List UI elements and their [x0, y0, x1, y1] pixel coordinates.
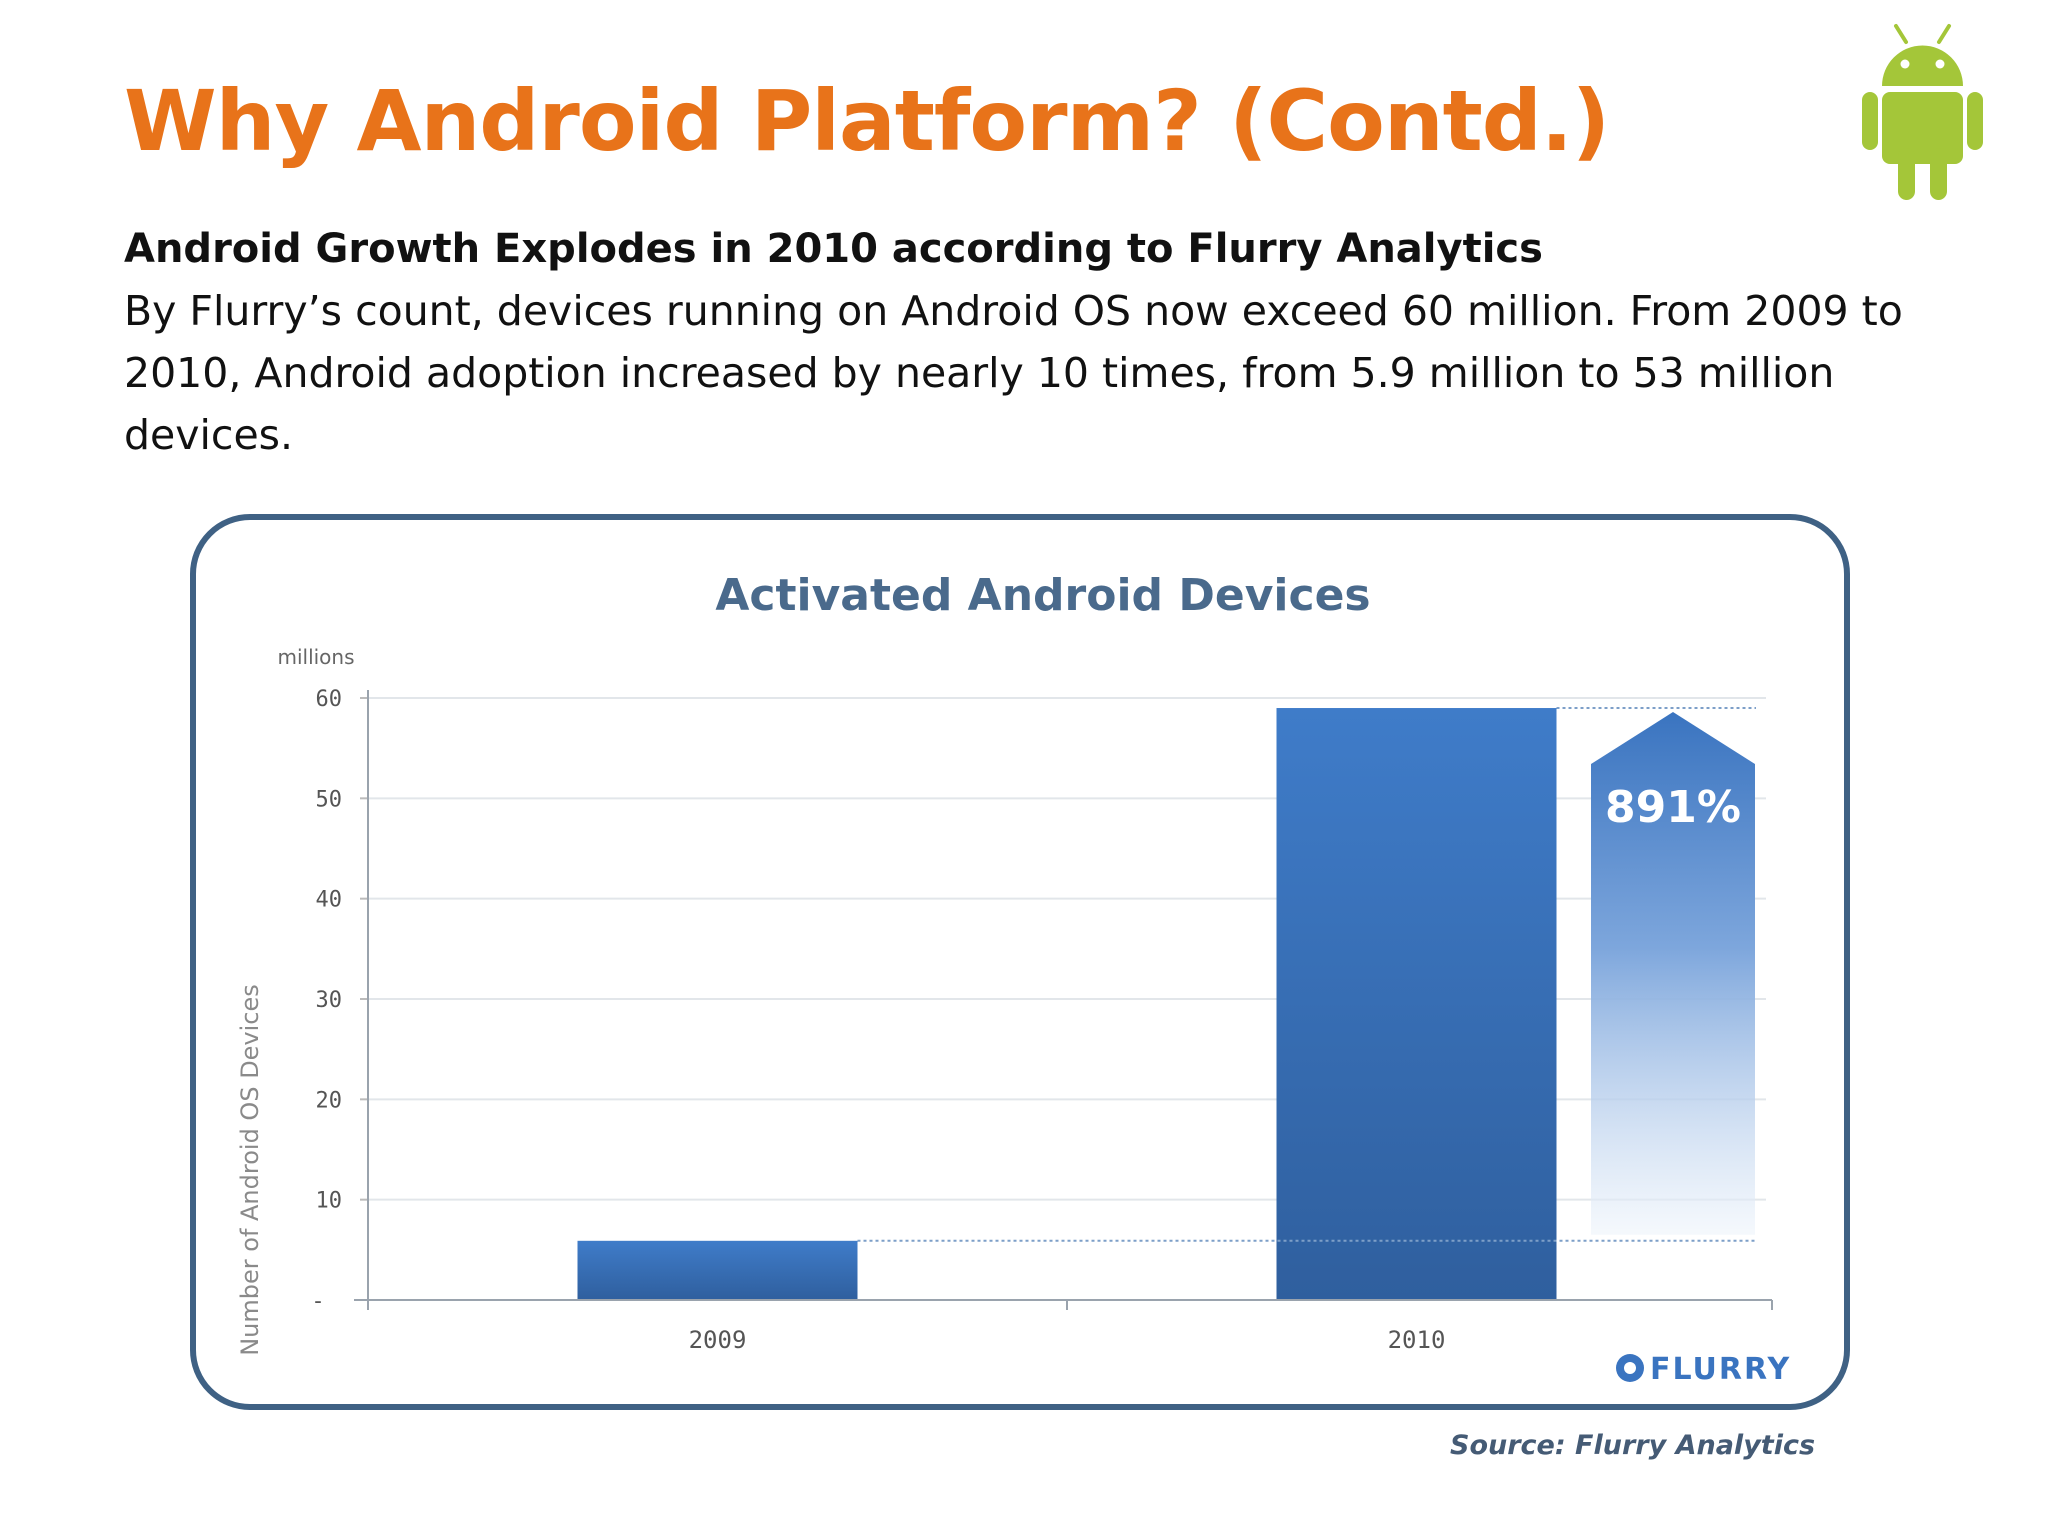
x-tick-labels: 2009 2010	[689, 1326, 1446, 1354]
flurry-logo: FLURRY	[1616, 1352, 1791, 1387]
y-unit-label: millions	[277, 645, 354, 669]
y-tick-label: 60	[316, 687, 343, 712]
chart-frame: Activated Android Devices millions Numbe…	[190, 514, 1850, 1410]
y-tick-label: 20	[316, 1088, 343, 1113]
chart-title: Activated Android Devices	[715, 570, 1370, 621]
android-logo-icon	[1862, 24, 1983, 200]
y-tick-labels: 60 50 40 30 20 10	[316, 687, 343, 1214]
subheading: Android Growth Explodes in 2010 accordin…	[124, 226, 1543, 272]
y-tick-label: 40	[316, 888, 343, 913]
body-paragraph: By Flurry’s count, devices running on An…	[124, 287, 1903, 459]
growth-arrow	[1591, 712, 1755, 1235]
text-block: Android Growth Explodes in 2010 accordin…	[124, 218, 1944, 466]
activated-devices-chart: Activated Android Devices millions Numbe…	[236, 570, 1791, 1387]
y-tick-label: 50	[316, 787, 343, 812]
flurry-brand: FLURRY	[1650, 1352, 1791, 1387]
x-tick-label: 2009	[689, 1326, 747, 1354]
y-axis-title: Number of Android OS Devices	[236, 984, 264, 1356]
bar-2010	[1276, 708, 1557, 1300]
y-zero-tick: -	[311, 1289, 324, 1314]
bars	[577, 708, 1557, 1300]
growth-label: 891%	[1605, 782, 1741, 833]
y-tick-label: 30	[316, 988, 343, 1013]
axes	[354, 690, 1773, 1310]
source-note: Source: Flurry Analytics	[1450, 1430, 1816, 1461]
y-tick-label: 10	[316, 1189, 343, 1214]
x-tick-label: 2010	[1388, 1326, 1446, 1354]
growth-annotation: 891%	[857, 707, 1756, 1242]
bar-2009	[577, 1240, 858, 1300]
slide-title: Why Android Platform? (Contd.)	[124, 72, 1610, 170]
